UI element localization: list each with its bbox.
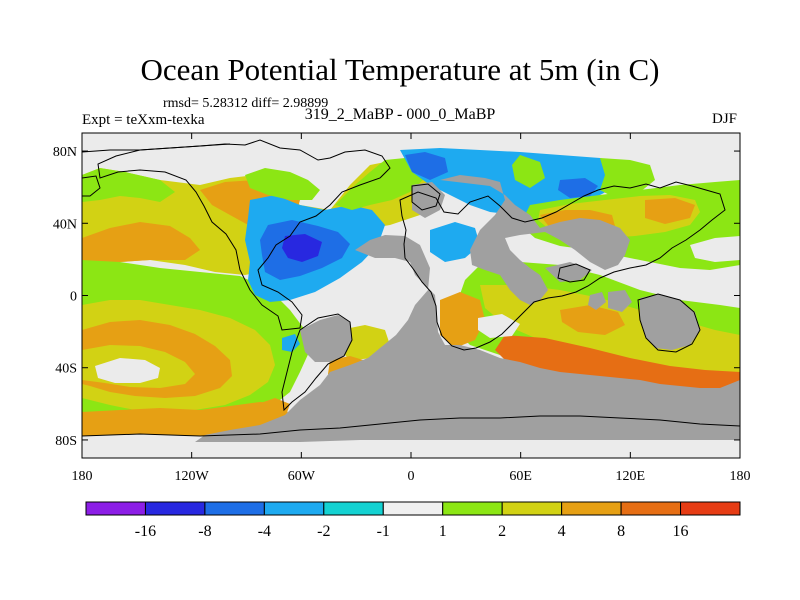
lat-tick-label: 40N xyxy=(53,217,77,232)
lon-tick-label: 60W xyxy=(288,469,316,484)
colorbar-label: -16 xyxy=(135,523,156,540)
colorbar-swatch xyxy=(382,501,444,516)
colorbar-swatch xyxy=(680,501,741,516)
coastline xyxy=(399,181,726,351)
field-region xyxy=(405,152,448,180)
colorbar-swatch xyxy=(204,501,265,516)
colorbar-label: 8 xyxy=(617,523,625,540)
axis-tick-labels: 80N 40N 0 40S 80S 180 120W 60W 0 60E 120E 180 xyxy=(53,145,751,484)
land-region xyxy=(300,315,352,362)
land-region xyxy=(640,294,700,350)
lat-tick-label: 80S xyxy=(55,434,77,449)
colorbar-label: 1 xyxy=(439,523,447,540)
field-region xyxy=(282,234,322,262)
coastline xyxy=(557,263,591,283)
colorbar-label: -2 xyxy=(317,523,330,540)
field-region xyxy=(335,158,425,210)
axis-ticks xyxy=(81,133,741,458)
coastline xyxy=(637,293,701,353)
land-region xyxy=(588,292,606,310)
field-region xyxy=(690,236,740,262)
colorbar-label: 4 xyxy=(558,523,566,540)
field-region xyxy=(95,358,160,383)
field-region xyxy=(400,148,630,215)
lon-tick-label: 180 xyxy=(72,469,93,484)
lon-tick-label: 60E xyxy=(509,469,532,484)
colorbar-label: 2 xyxy=(498,523,506,540)
coastline xyxy=(281,313,353,412)
coastline xyxy=(97,139,391,331)
field-region xyxy=(512,155,545,188)
land-region xyxy=(195,235,740,442)
plot-subtitle: 319_2_MaBP - 000_0_MaBP xyxy=(304,106,496,123)
field-region xyxy=(82,222,200,268)
field-region xyxy=(478,314,520,338)
lon-tick-label: 0 xyxy=(408,469,415,484)
land-region xyxy=(545,262,592,282)
field-region xyxy=(600,158,655,198)
field-region xyxy=(645,198,695,224)
field-region xyxy=(245,168,320,200)
colorbar-label: -8 xyxy=(198,523,211,540)
lat-tick-label: 0 xyxy=(70,290,77,305)
coastlines xyxy=(82,139,740,437)
coastline xyxy=(411,183,441,211)
colorbar-label: -1 xyxy=(377,523,390,540)
field-region xyxy=(282,334,300,352)
field-region xyxy=(560,305,625,335)
season-label: DJF xyxy=(712,111,738,127)
field-region xyxy=(330,150,400,165)
colorbar-swatch xyxy=(323,501,384,516)
lon-tick-label: 180 xyxy=(730,469,751,484)
lon-tick-label: 120W xyxy=(175,469,210,484)
stats-line: rmsd= 5.28312 diff= 2.98899 xyxy=(163,96,329,111)
experiment-label: Expt = teXxm-texka xyxy=(82,112,205,128)
plot-title: Ocean Potential Temperature at 5m (in C) xyxy=(140,52,660,87)
lon-tick-label: 120E xyxy=(616,469,646,484)
colorbar-label: -4 xyxy=(258,523,271,540)
land-region xyxy=(440,175,630,305)
coastline xyxy=(82,415,740,437)
coastline xyxy=(82,175,101,197)
colorbar-swatch xyxy=(144,501,206,516)
colorbar-label: 16 xyxy=(673,523,689,540)
land-region xyxy=(608,290,632,312)
colorbar-swatch xyxy=(501,501,563,516)
coastline xyxy=(82,143,231,153)
colorbar-swatch xyxy=(620,501,682,516)
colorbar-swatch xyxy=(85,501,146,516)
field-region xyxy=(430,222,480,262)
colorbar-swatch xyxy=(442,501,503,516)
colorbar-labels: -16 -8 -4 -2 -1 1 2 4 8 16 xyxy=(135,523,689,540)
colorbar-swatch xyxy=(263,501,325,516)
colorbar-swatch xyxy=(561,501,622,516)
field-region xyxy=(440,292,485,348)
colorbar xyxy=(85,501,741,516)
land-mask xyxy=(195,175,740,442)
lat-tick-label: 80N xyxy=(53,145,77,160)
lat-tick-label: 40S xyxy=(55,362,77,377)
field-region xyxy=(558,178,598,198)
